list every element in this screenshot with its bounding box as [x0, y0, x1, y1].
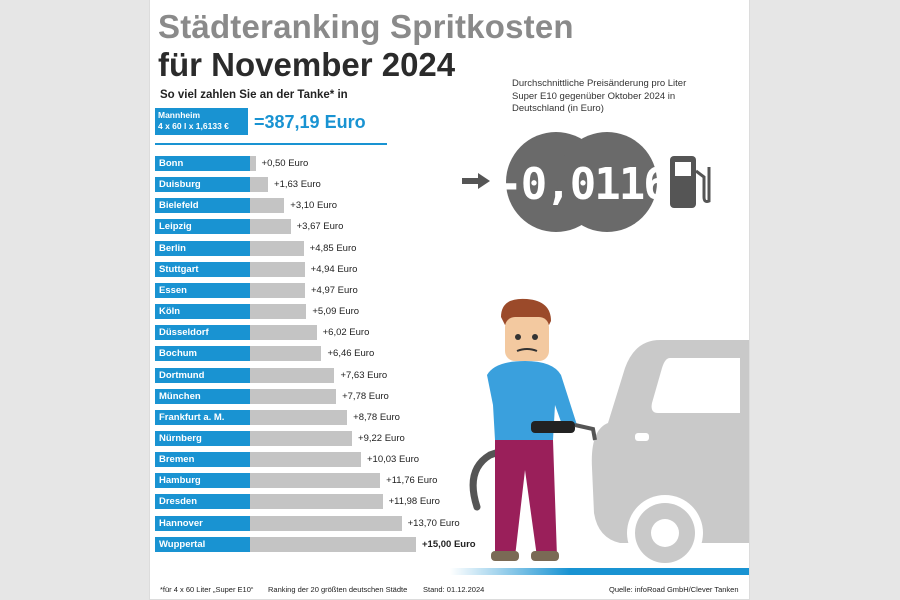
bar — [250, 282, 305, 298]
city-label: Bielefeld — [155, 198, 250, 214]
bar — [250, 304, 307, 320]
bar — [250, 325, 317, 341]
bar-value-label: +3,10 Euro — [290, 200, 338, 212]
bar — [250, 494, 383, 510]
bar-value-label: +0,50 Euro — [261, 158, 309, 169]
bar-value-label: +1,63 Euro — [274, 179, 321, 191]
bar-value-label: +7,78 Euro — [342, 390, 389, 402]
reference-total: =387,19 Euro — [254, 112, 366, 132]
city-label: Duisburg — [155, 177, 250, 193]
reference-formula: 4 x 60 l x 1,6133 € — [158, 121, 229, 131]
subtitle: So viel zahlen Sie an der Tanke* in — [160, 89, 348, 101]
reference-city-name: Mannheim — [158, 110, 201, 120]
reference-city-box: Mannheim 4 x 60 l x 1,6133 € — [155, 108, 248, 135]
bar — [250, 261, 305, 277]
average-change-description: Durchschnittliche Preisänderung pro Lite… — [512, 78, 687, 114]
city-label: Stuttgart — [155, 261, 250, 277]
bar-value-label: +4,85 Euro — [309, 242, 357, 254]
city-label: Frankfurt a. M. — [155, 409, 250, 425]
source-note: Quelle: infoRoad GmbH/Clever Tanken — [609, 585, 739, 594]
fuel-pump-icon — [670, 156, 711, 208]
city-label: Hannover — [155, 515, 250, 531]
bar-value-label: +4,94 Euro — [310, 263, 358, 275]
bottom-stripe — [450, 568, 749, 575]
bar — [250, 198, 285, 214]
bar-value-label: +7,63 Euro — [340, 369, 388, 381]
city-label: Berlin — [155, 240, 250, 256]
bar — [250, 388, 337, 404]
bar-value-label: +6,46 Euro — [327, 348, 375, 360]
city-label: Bonn — [155, 156, 250, 171]
city-label: Köln — [155, 304, 250, 320]
bar — [250, 156, 256, 171]
bar — [250, 515, 402, 531]
city-label: Leipzig — [155, 219, 250, 235]
city-label: Nürnberg — [155, 430, 250, 446]
title-line-1: Städteranking Spritkosten — [158, 8, 574, 45]
bar — [250, 219, 291, 235]
city-label: München — [155, 388, 250, 404]
footnote: *für 4 x 60 Liter „Super E10“ — [160, 585, 254, 594]
title-line-2: für November 2024 — [158, 46, 456, 83]
bar — [250, 346, 322, 362]
separator-line — [155, 143, 387, 145]
average-change-display: -0,0116 — [505, 132, 660, 232]
city-label: Bremen — [155, 452, 250, 468]
bar-value-label: +11,76 Euro — [386, 475, 438, 487]
average-change-value: -0,0116 — [505, 159, 660, 210]
bar-value-label: +15,00 Euro — [422, 538, 476, 550]
bar-value-label: +11,98 Euro — [388, 496, 440, 508]
bar-value-label: +6,02 Euro — [322, 327, 370, 339]
bar — [250, 473, 381, 489]
bar-value-label: +4,97 Euro — [311, 284, 358, 296]
bar — [250, 536, 416, 552]
bar — [250, 430, 353, 446]
bar-value-label: +5,09 Euro — [312, 306, 360, 318]
city-label: Essen — [155, 282, 250, 298]
bar — [250, 409, 348, 425]
city-label: Dresden — [155, 494, 250, 510]
car-illustration — [591, 340, 749, 568]
bar — [250, 452, 361, 468]
infographic-card: Städteranking Spritkosten für November 2… — [150, 0, 749, 599]
bar-value-label: +10,03 Euro — [366, 454, 420, 466]
bar — [250, 177, 269, 193]
bar-value-label: +3,67 Euro — [296, 221, 344, 233]
date-note: Stand: 01.12.2024 — [423, 585, 485, 594]
bar-value-label: +13,70 Euro — [407, 517, 460, 529]
city-label: Wuppertal — [155, 536, 250, 552]
city-label: Dortmund — [155, 367, 250, 383]
ranking-note: Ranking der 20 größten deutschen Städte — [268, 585, 408, 594]
bar-value-label: +9,22 Euro — [358, 432, 405, 444]
bar-chart: Bonn +0,50 Euro Duisburg +1,63 Euro Bielefel… — [150, 0, 749, 599]
bar — [250, 240, 304, 256]
bar-value-label: +8,78 Euro — [353, 411, 400, 423]
city-label: Hamburg — [155, 473, 250, 489]
person-illustration — [469, 298, 597, 561]
bar — [250, 367, 335, 383]
city-label: Düsseldorf — [155, 325, 250, 341]
city-label: Bochum — [155, 346, 250, 362]
arrow-right-icon — [462, 173, 490, 189]
